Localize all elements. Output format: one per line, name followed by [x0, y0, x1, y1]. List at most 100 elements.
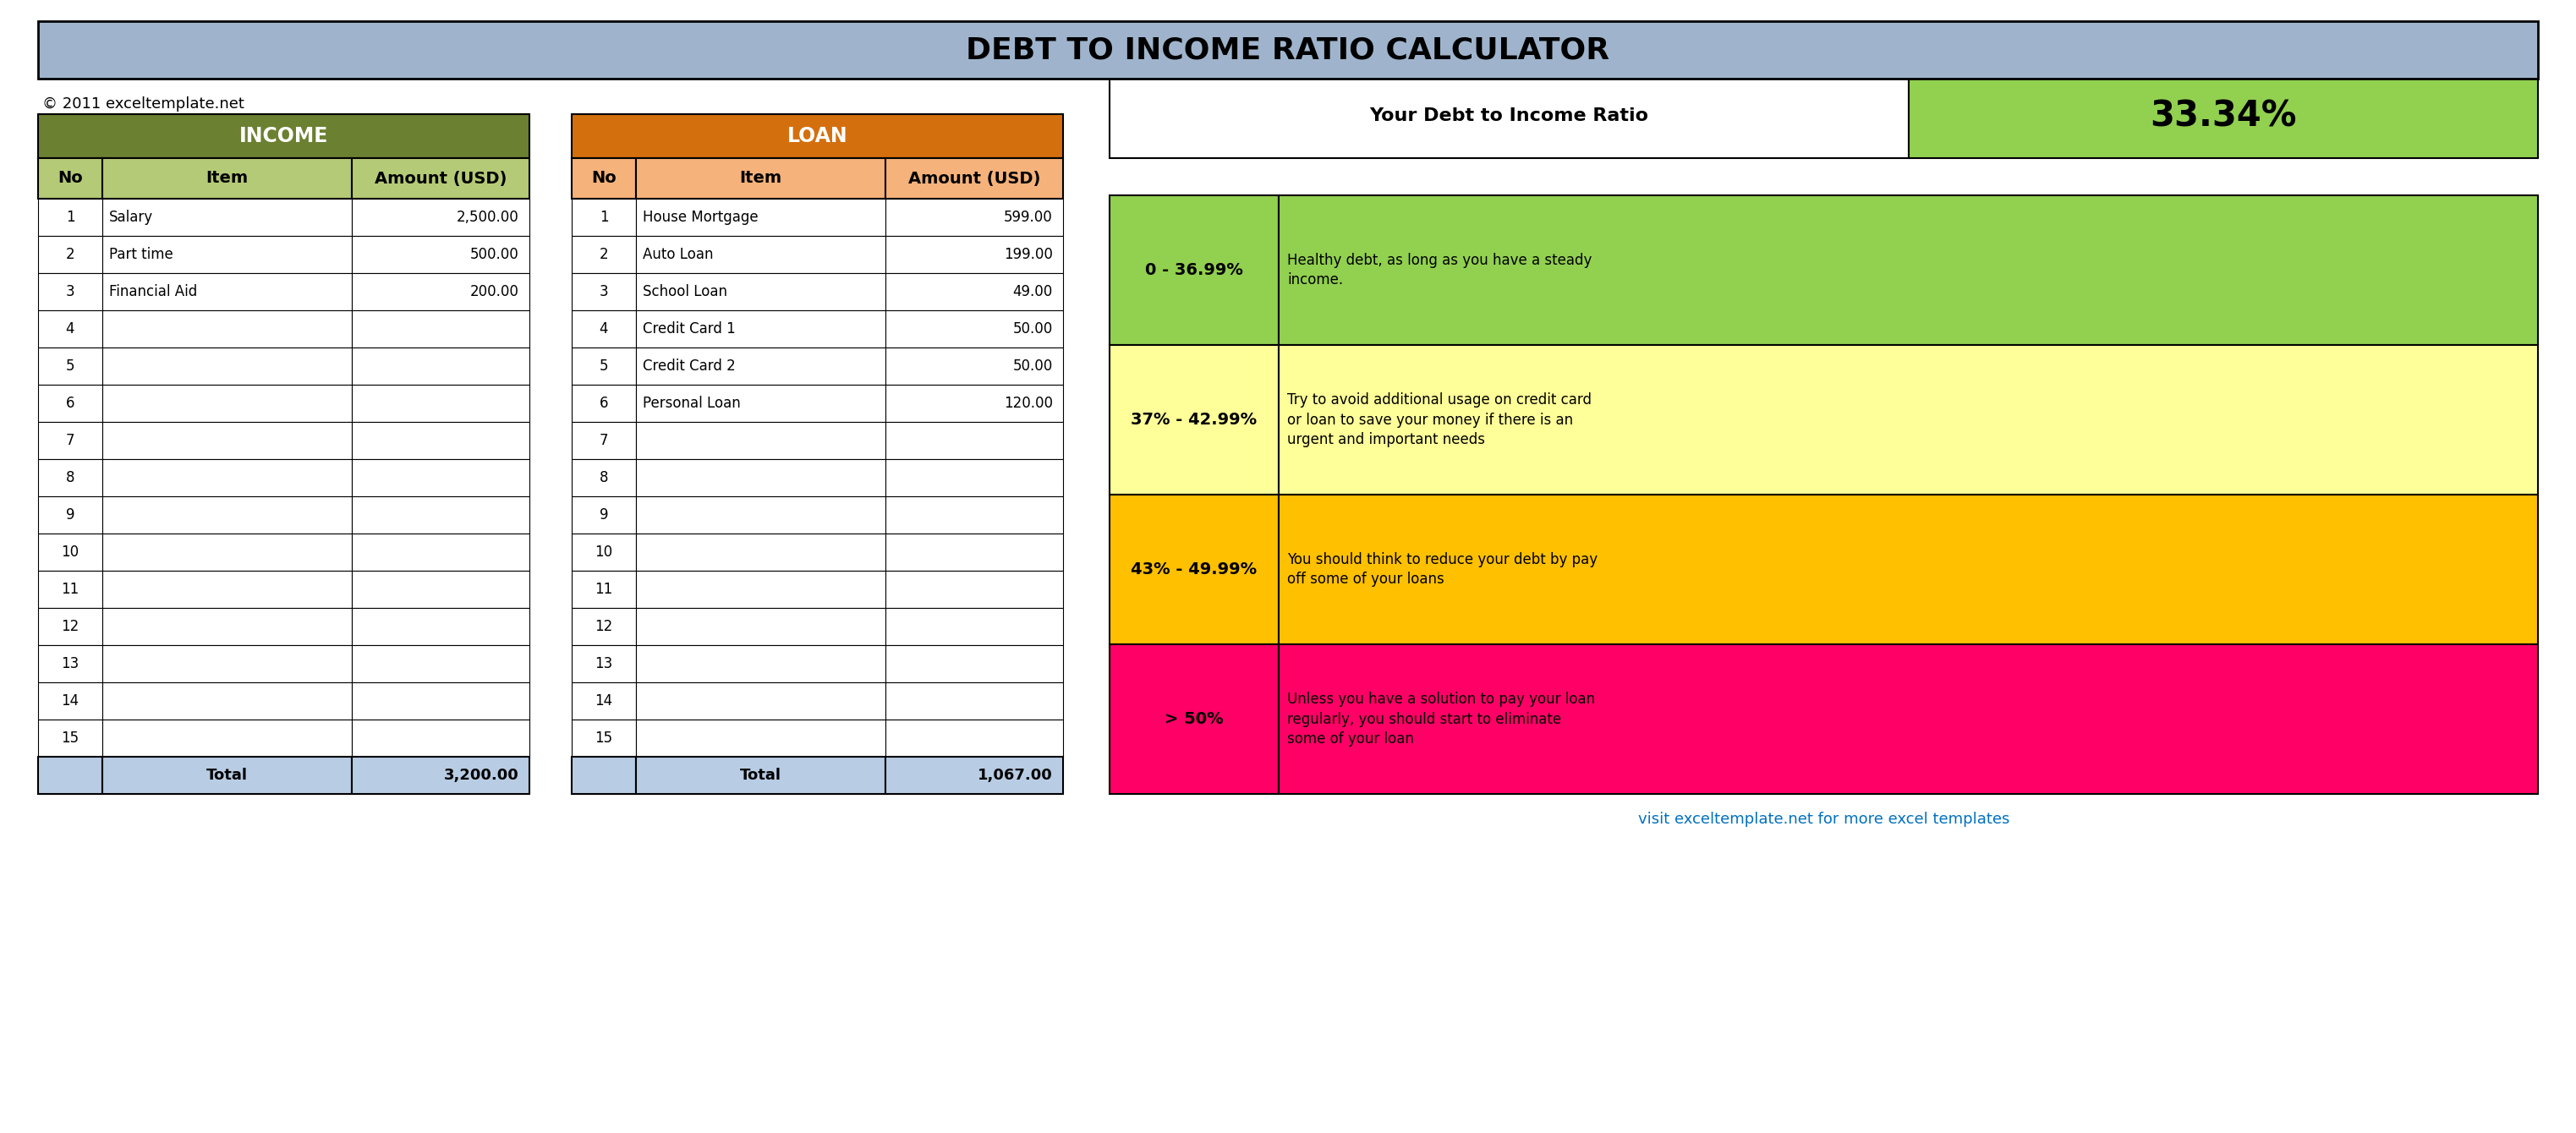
- FancyBboxPatch shape: [572, 198, 636, 236]
- FancyBboxPatch shape: [572, 496, 636, 534]
- Text: 1: 1: [67, 210, 75, 225]
- FancyBboxPatch shape: [886, 645, 1064, 682]
- Text: 2: 2: [600, 247, 608, 262]
- FancyBboxPatch shape: [103, 459, 353, 496]
- FancyBboxPatch shape: [103, 534, 353, 571]
- FancyBboxPatch shape: [572, 719, 636, 757]
- FancyBboxPatch shape: [886, 608, 1064, 645]
- Text: You should think to reduce your debt by pay
off some of your loans: You should think to reduce your debt by …: [1288, 552, 1597, 587]
- FancyBboxPatch shape: [636, 571, 886, 608]
- FancyBboxPatch shape: [886, 385, 1064, 421]
- Text: 3: 3: [600, 284, 608, 299]
- FancyBboxPatch shape: [1110, 344, 1278, 495]
- FancyBboxPatch shape: [103, 719, 353, 757]
- Text: School Loan: School Loan: [644, 284, 726, 299]
- Text: No: No: [57, 170, 82, 187]
- FancyBboxPatch shape: [353, 310, 531, 348]
- FancyBboxPatch shape: [1278, 645, 2537, 794]
- Text: 37% - 42.99%: 37% - 42.99%: [1131, 411, 1257, 428]
- FancyBboxPatch shape: [353, 273, 531, 310]
- FancyBboxPatch shape: [572, 273, 636, 310]
- Text: 1,067.00: 1,067.00: [979, 768, 1054, 783]
- Text: > 50%: > 50%: [1164, 712, 1224, 727]
- Text: 6: 6: [600, 395, 608, 411]
- Text: Total: Total: [206, 768, 247, 783]
- FancyBboxPatch shape: [353, 534, 531, 571]
- FancyBboxPatch shape: [886, 198, 1064, 236]
- Text: INCOME: INCOME: [240, 126, 327, 146]
- Text: LOAN: LOAN: [788, 126, 848, 146]
- FancyBboxPatch shape: [103, 310, 353, 348]
- Text: 4: 4: [67, 322, 75, 337]
- Text: Salary: Salary: [108, 210, 152, 225]
- FancyBboxPatch shape: [636, 459, 886, 496]
- FancyBboxPatch shape: [39, 757, 103, 794]
- FancyBboxPatch shape: [39, 348, 103, 385]
- FancyBboxPatch shape: [572, 534, 636, 571]
- Text: Amount (USD): Amount (USD): [909, 170, 1041, 187]
- Text: Personal Loan: Personal Loan: [644, 395, 742, 411]
- Text: 13: 13: [595, 656, 613, 672]
- FancyBboxPatch shape: [886, 496, 1064, 534]
- FancyBboxPatch shape: [39, 385, 103, 421]
- FancyBboxPatch shape: [572, 421, 636, 459]
- FancyBboxPatch shape: [636, 198, 886, 236]
- FancyBboxPatch shape: [572, 236, 636, 273]
- Text: 3,200.00: 3,200.00: [443, 768, 520, 783]
- Text: 2,500.00: 2,500.00: [456, 210, 520, 225]
- FancyBboxPatch shape: [103, 757, 353, 794]
- FancyBboxPatch shape: [39, 310, 103, 348]
- FancyBboxPatch shape: [636, 496, 886, 534]
- Text: Unless you have a solution to pay your loan
regularly, you should start to elimi: Unless you have a solution to pay your l…: [1288, 691, 1595, 747]
- FancyBboxPatch shape: [1110, 495, 1278, 645]
- FancyBboxPatch shape: [353, 496, 531, 534]
- Text: 200.00: 200.00: [471, 284, 520, 299]
- FancyBboxPatch shape: [572, 571, 636, 608]
- Text: 8: 8: [67, 470, 75, 485]
- Text: 33.34%: 33.34%: [2151, 99, 2298, 134]
- FancyBboxPatch shape: [886, 310, 1064, 348]
- FancyBboxPatch shape: [103, 273, 353, 310]
- Text: 199.00: 199.00: [1005, 247, 1054, 262]
- FancyBboxPatch shape: [103, 608, 353, 645]
- Text: 500.00: 500.00: [471, 247, 520, 262]
- FancyBboxPatch shape: [636, 273, 886, 310]
- FancyBboxPatch shape: [39, 22, 2537, 78]
- Text: 3: 3: [67, 284, 75, 299]
- FancyBboxPatch shape: [572, 310, 636, 348]
- Text: Credit Card 2: Credit Card 2: [644, 358, 737, 374]
- FancyBboxPatch shape: [1909, 74, 2537, 159]
- Text: 5: 5: [600, 358, 608, 374]
- Text: Item: Item: [739, 170, 783, 187]
- Text: 7: 7: [600, 433, 608, 449]
- Text: Auto Loan: Auto Loan: [644, 247, 714, 262]
- FancyBboxPatch shape: [1110, 74, 1909, 159]
- FancyBboxPatch shape: [886, 421, 1064, 459]
- FancyBboxPatch shape: [886, 348, 1064, 385]
- Text: DEBT TO INCOME RATIO CALCULATOR: DEBT TO INCOME RATIO CALCULATOR: [966, 35, 1610, 65]
- FancyBboxPatch shape: [353, 198, 531, 236]
- FancyBboxPatch shape: [39, 236, 103, 273]
- Text: 599.00: 599.00: [1005, 210, 1054, 225]
- Text: Try to avoid additional usage on credit card
or loan to save your money if there: Try to avoid additional usage on credit …: [1288, 392, 1592, 448]
- FancyBboxPatch shape: [572, 757, 636, 794]
- Text: visit exceltemplate.net for more excel templates: visit exceltemplate.net for more excel t…: [1638, 811, 2009, 827]
- FancyBboxPatch shape: [103, 682, 353, 719]
- Text: 10: 10: [595, 545, 613, 560]
- Text: 50.00: 50.00: [1012, 322, 1054, 337]
- Text: 12: 12: [62, 619, 80, 634]
- FancyBboxPatch shape: [886, 682, 1064, 719]
- FancyBboxPatch shape: [39, 114, 531, 159]
- FancyBboxPatch shape: [636, 682, 886, 719]
- Text: 6: 6: [67, 395, 75, 411]
- FancyBboxPatch shape: [572, 348, 636, 385]
- FancyBboxPatch shape: [39, 459, 103, 496]
- FancyBboxPatch shape: [353, 159, 531, 198]
- FancyBboxPatch shape: [353, 757, 531, 794]
- Text: 50.00: 50.00: [1012, 358, 1054, 374]
- Text: 49.00: 49.00: [1012, 284, 1054, 299]
- Text: 15: 15: [62, 731, 80, 746]
- FancyBboxPatch shape: [39, 682, 103, 719]
- Text: 0 - 36.99%: 0 - 36.99%: [1146, 262, 1244, 279]
- FancyBboxPatch shape: [886, 273, 1064, 310]
